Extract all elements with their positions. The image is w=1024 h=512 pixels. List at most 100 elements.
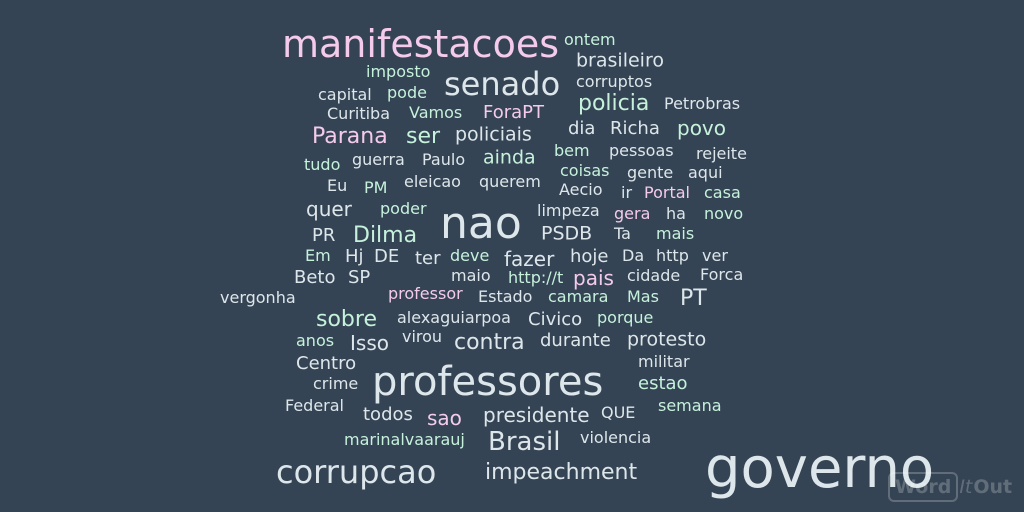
cloud-word: gera [614,204,651,223]
cloud-word: Eu [327,176,348,195]
cloud-word: contra [454,330,525,355]
cloud-word: militar [638,352,690,371]
cloud-word: policia [578,91,650,116]
cloud-word: violencia [580,428,652,447]
cloud-word: Isso [350,331,389,355]
cloud-word: maio [451,266,491,285]
cloud-word: manifestacoes [282,22,560,66]
cloud-word: alexaguiarpoa [397,308,511,327]
logo-word: Word [888,472,959,502]
cloud-word: Richa [610,118,660,139]
cloud-word: gente [627,163,674,182]
cloud-word: casa [704,183,741,202]
cloud-word: brasileiro [576,49,664,72]
cloud-word: governo [705,436,935,501]
cloud-word: mais [656,224,695,243]
cloud-word: aqui [688,163,723,182]
cloud-word: pessoas [609,141,674,160]
cloud-word: Federal [285,396,344,415]
cloud-word: capital [318,85,372,104]
cloud-word: Mas [627,287,659,306]
cloud-word: virou [402,327,443,346]
cloud-word: corruptos [576,72,653,91]
cloud-word: fazer [504,247,555,271]
cloud-word: Dilma [353,223,418,248]
cloud-word: bem [554,141,590,160]
cloud-word: estao [638,373,688,394]
cloud-word: Brasil [488,427,561,457]
cloud-word: crime [313,374,359,393]
cloud-word: Civico [528,309,583,330]
cloud-word: Estado [478,287,533,306]
cloud-word: guerra [352,150,405,169]
cloud-word: http://t [508,268,564,287]
cloud-word: PM [364,178,388,197]
cloud-word: limpeza [537,201,600,220]
cloud-word: Beto [294,267,336,288]
cloud-word: SP [348,267,371,288]
cloud-word: QUE [601,403,636,422]
cloud-word: ainda [483,146,536,169]
cloud-word: Da [622,246,645,265]
cloud-word: professores [372,359,604,405]
cloud-word: Petrobras [664,94,741,113]
wordle-logo: Word It Out [888,470,1018,504]
cloud-word: ontem [564,30,616,49]
cloud-word: querem [479,172,541,191]
cloud-word: PR [312,225,336,246]
cloud-word: pais [573,266,614,290]
cloud-word: ir [621,183,633,202]
cloud-word: sobre [316,307,377,332]
cloud-word: tudo [304,155,341,174]
cloud-word: http [656,246,689,265]
cloud-word: impeachment [485,460,638,485]
cloud-word: durante [540,330,611,351]
cloud-word: Aecio [559,180,603,199]
cloud-word: senado [444,65,561,103]
cloud-word: deve [450,246,490,265]
cloud-word: hoje [570,246,609,267]
cloud-word: ForaPT [483,102,545,123]
logo-out: Out [973,476,1013,498]
cloud-word: ter [415,248,441,269]
cloud-word: sao [427,406,462,430]
cloud-word: policiais [455,123,532,146]
cloud-word: semana [658,396,722,415]
cloud-word: vergonha [220,288,296,307]
cloud-word: protesto [627,328,707,351]
cloud-word: Hj [345,246,364,267]
cloud-word: novo [704,204,744,223]
cloud-word: Em [305,246,331,265]
cloud-word: poder [380,199,427,218]
cloud-word: ha [666,204,686,223]
cloud-word: eleicao [404,172,461,191]
cloud-word: porque [597,308,654,327]
cloud-word: coisas [560,161,610,180]
cloud-word: PSDB [541,222,593,245]
cloud-word: PT [680,286,707,311]
cloud-word: Forca [700,265,744,284]
cloud-word: rejeite [696,144,747,163]
cloud-word: marinalvaarauj [344,430,465,449]
logo-it: It [959,476,973,498]
cloud-word: professor [388,284,463,303]
cloud-word: corrupcao [276,453,437,491]
cloud-word: camara [548,287,609,306]
cloud-word: todos [363,404,413,425]
cloud-word: Paulo [422,150,466,169]
cloud-word: cidade [627,266,681,285]
cloud-word: povo [677,116,727,140]
cloud-word: pode [387,83,427,102]
cloud-word: Portal [644,183,690,202]
cloud-word: presidente [483,403,590,427]
cloud-word: dia [568,118,596,139]
cloud-word: DE [374,246,400,267]
cloud-word: ser [406,124,441,149]
cloud-word: nao [440,198,522,249]
cloud-word: Curitiba [327,104,391,123]
cloud-word: Vamos [409,103,463,122]
cloud-word: Centro [296,353,357,374]
cloud-word: anos [296,331,335,350]
cloud-word: imposto [366,62,431,81]
